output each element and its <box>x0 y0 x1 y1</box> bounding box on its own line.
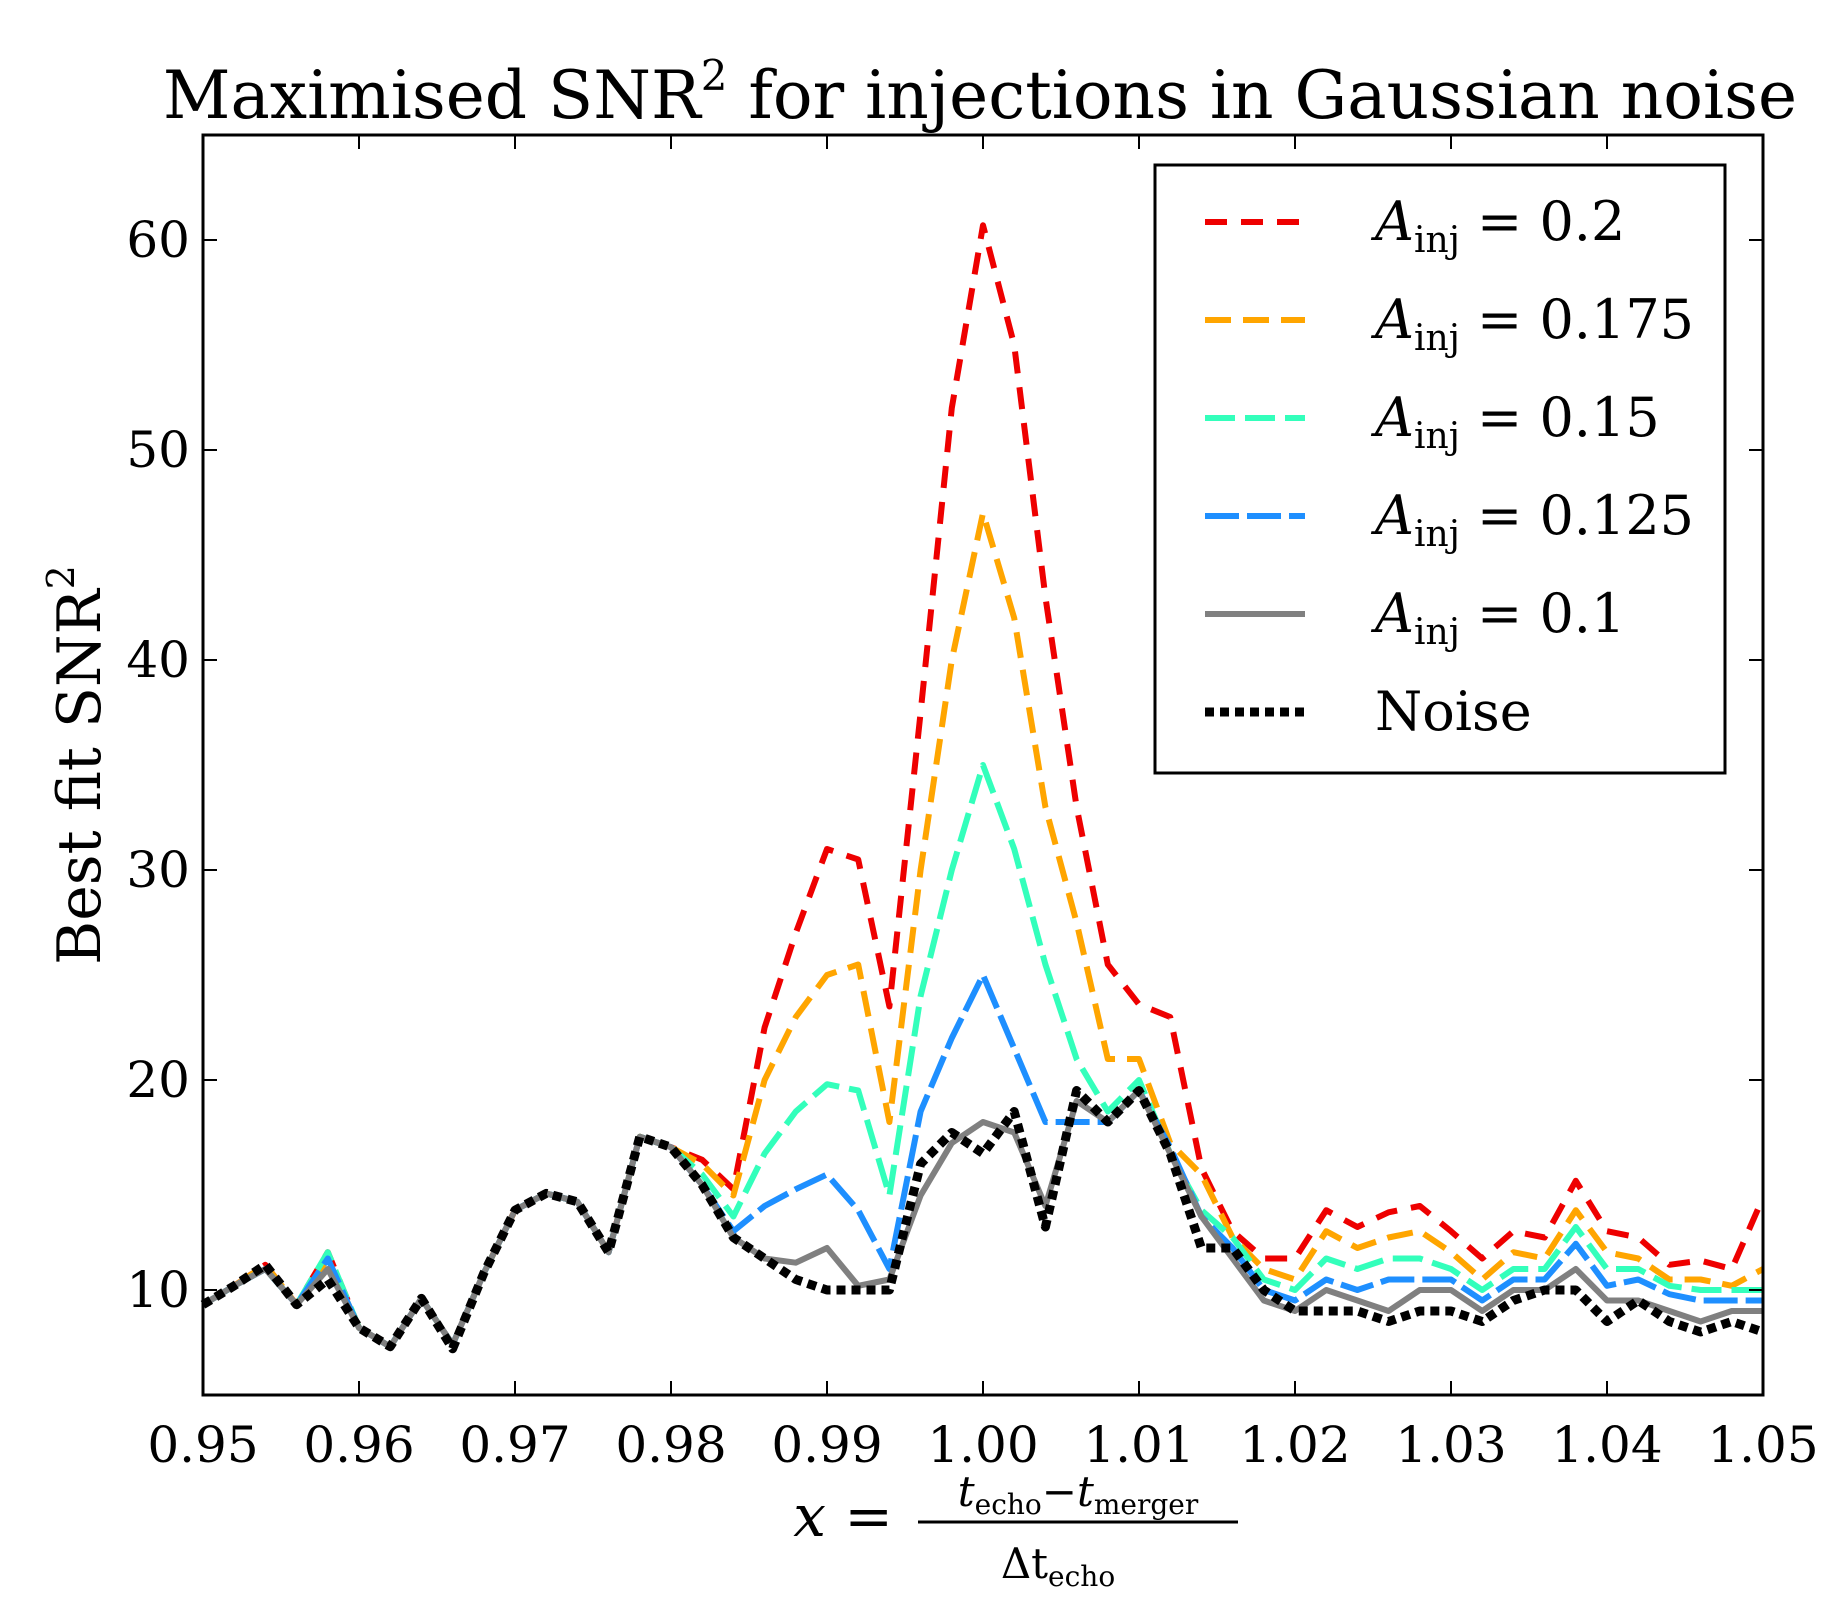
legend-label-2: Ainj = 0.15 <box>1370 386 1660 457</box>
x-tick-label: 1.03 <box>1395 1416 1506 1474</box>
x-tick-label: 1.04 <box>1551 1416 1662 1474</box>
y-axis-label: Best fit SNR2 <box>39 565 115 965</box>
legend-label-4: Ainj = 0.1 <box>1370 582 1625 653</box>
x-axis-label-lhs: x = <box>793 1482 893 1550</box>
x-tick-label: 1.01 <box>1083 1416 1194 1474</box>
y-tick-label: 30 <box>126 841 190 899</box>
y-tick-label: 20 <box>126 1051 190 1109</box>
x-tick-label: 0.99 <box>771 1416 882 1474</box>
chart-title: Maximised SNR2 for injections in Gaussia… <box>163 51 1797 134</box>
legend-label-3: Ainj = 0.125 <box>1370 484 1694 555</box>
x-axis-label: x = techo−tmerger Δtecho <box>793 1467 1238 1593</box>
x-tick-label: 0.98 <box>615 1416 726 1474</box>
x-axis-label-numerator: techo−tmerger <box>958 1467 1199 1521</box>
x-tick-label: 0.96 <box>303 1416 414 1474</box>
legend-label-1: Ainj = 0.175 <box>1370 288 1694 359</box>
legend-label-0: Ainj = 0.2 <box>1370 190 1625 261</box>
legend-box <box>1153 163 1727 775</box>
legend-label-5: Noise <box>1375 680 1532 743</box>
x-tick-label: 1.05 <box>1707 1416 1818 1474</box>
y-tick-label: 40 <box>126 631 190 689</box>
x-tick-label: 0.95 <box>147 1416 258 1474</box>
x-tick-label: 1.00 <box>927 1416 1038 1474</box>
y-tick-label: 50 <box>126 421 190 479</box>
series-line-5 <box>200 1086 1765 1354</box>
x-tick-label: 1.02 <box>1239 1416 1350 1474</box>
plot-lines <box>200 222 1766 1354</box>
x-axis-label-denominator: Δtecho <box>1001 1539 1115 1593</box>
x-tick-label: 0.97 <box>459 1416 570 1474</box>
y-tick-label: 10 <box>126 1261 190 1319</box>
legend: Ainj = 0.2 Ainj = 0.175 Ainj = 0.15 Ainj = … <box>1153 163 1727 775</box>
y-tick-label: 60 <box>126 211 190 269</box>
axis-ticks: 0.95 0.96 0.97 0.98 0.99 1.00 1.01 1.02 1.03 1.04… <box>126 135 1819 1474</box>
series-line-2 <box>201 762 1763 1350</box>
plot-border <box>201 133 1765 1397</box>
